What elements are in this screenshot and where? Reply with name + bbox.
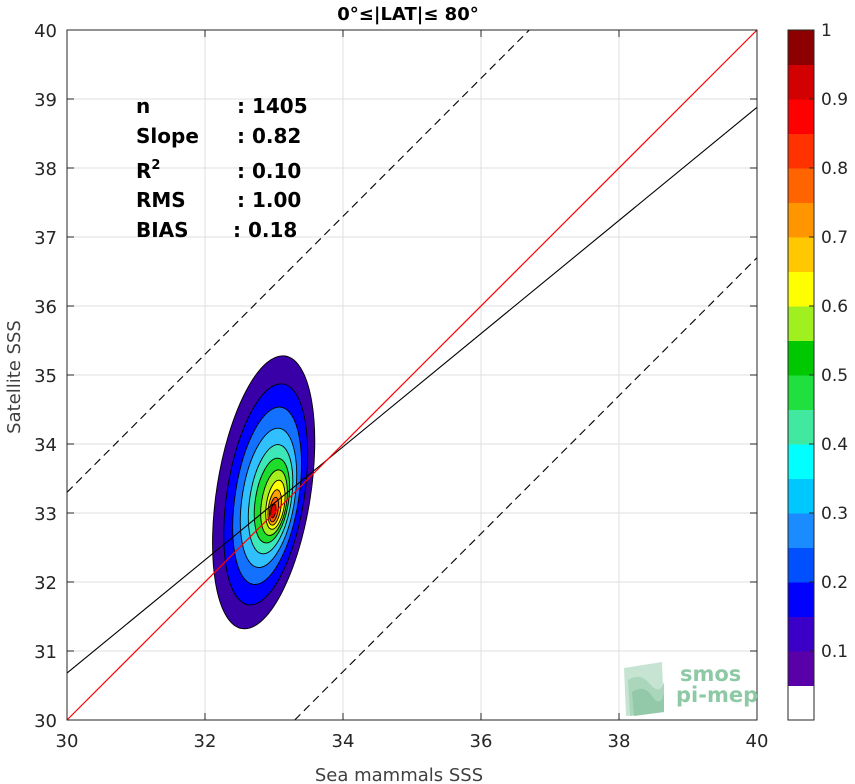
y-tick-label: 35 [34,366,57,387]
statistics-box: n : 1405 Slope : 0.82 R2 : 0.10 RMS : 1.00 BIAS:… [136,94,308,242]
y-tick-label: 39 [34,90,57,111]
colorbar-swatch [788,168,814,203]
reference-lines [66,29,758,721]
colorbar-swatch [788,444,814,479]
colorbar-swatch [788,685,814,721]
colorbar-swatch [788,616,814,652]
colorbar-tick-label: 0.9 [821,90,848,110]
smos-pi-mep-logo: smos pi-mep [624,662,758,716]
stat-value: : 0.10 [237,159,301,183]
chart-title: 0°≤|LAT|≤ 80° [337,4,478,25]
y-tick-label: 31 [34,642,57,663]
y-tick-label: 37 [34,228,57,249]
stat-label: R2 [136,158,160,183]
x-tick-label: 32 [194,731,217,752]
x-tick-label: 36 [470,731,493,752]
colorbar-tick-label: 0.3 [821,504,848,524]
colorbar-tick-label: 0.6 [821,297,848,317]
colorbar-tick-label: 0.1 [821,642,848,662]
colorbar-tick-label: 0.8 [821,159,848,179]
stat-value: : 1405 [237,94,308,118]
colorbar-swatch [788,340,814,376]
stat-value: : 0.82 [237,124,301,148]
colorbar-swatch [788,547,814,583]
y-tick-label: 30 [34,711,57,732]
logo-waves-icon [624,662,664,716]
regression-line [66,106,758,674]
colorbar-tick-label: 0.5 [821,366,848,386]
y-axis-label: Satellite SSS [4,320,25,434]
colorbar-tick-label: 0.2 [821,573,848,593]
lower-bound-dashed-line [294,257,758,721]
colorbar-swatch [788,271,814,307]
colorbar-swatch [788,582,814,617]
x-tick-label: 40 [746,731,769,752]
stat-label: Slope [136,124,199,148]
colorbar-swatch [788,133,814,169]
colorbar-swatch [788,237,814,272]
logo-line2: pi-mep [676,683,758,707]
stat-label: n [136,94,150,118]
colorbar-tick-label: 1 [821,21,832,41]
colorbar-swatch [788,375,814,410]
colorbar-swatch [788,306,814,341]
colorbar-swatch [788,409,814,445]
y-tick-label: 36 [34,297,57,318]
one-to-one-line [66,29,758,721]
density-contours [212,355,316,630]
y-tick-label: 38 [34,159,57,180]
y-tick-label: 32 [34,573,57,594]
colorbar-swatch [788,651,814,686]
colorbar-swatch [788,64,814,100]
x-tick-label: 34 [332,731,355,752]
colorbar: 0.1 0.2 0.3 0.4 0.5 0.6 0.7 0.8 0.9 1 [787,21,848,721]
colorbar-swatch [788,202,814,238]
y-tick-label: 34 [34,435,57,456]
y-tick-label: 40 [34,21,57,42]
x-axis-ticks: 30 32 34 36 38 40 [56,30,769,752]
x-axis-label: Sea mammals SSS [315,765,483,784]
colorbar-swatch [788,478,814,514]
colorbar-swatch [788,99,814,134]
y-tick-label: 33 [34,504,57,525]
stat-label: BIAS [136,218,189,242]
colorbar-swatch [788,30,814,65]
stat-value: : 1.00 [237,188,301,212]
upper-bound-dashed-line [66,29,530,493]
colorbar-tick-label: 0.4 [821,435,848,455]
x-tick-label: 38 [608,731,631,752]
y-axis-ticks: 30 31 32 33 34 35 36 37 38 39 40 [34,21,757,732]
x-tick-label: 30 [56,731,79,752]
logo-line1: smos [680,662,741,686]
colorbar-tick-label: 0.7 [821,228,848,248]
stat-label: RMS [136,188,186,212]
colorbar-swatch [788,513,814,548]
stat-value: : 0.18 [233,218,297,242]
